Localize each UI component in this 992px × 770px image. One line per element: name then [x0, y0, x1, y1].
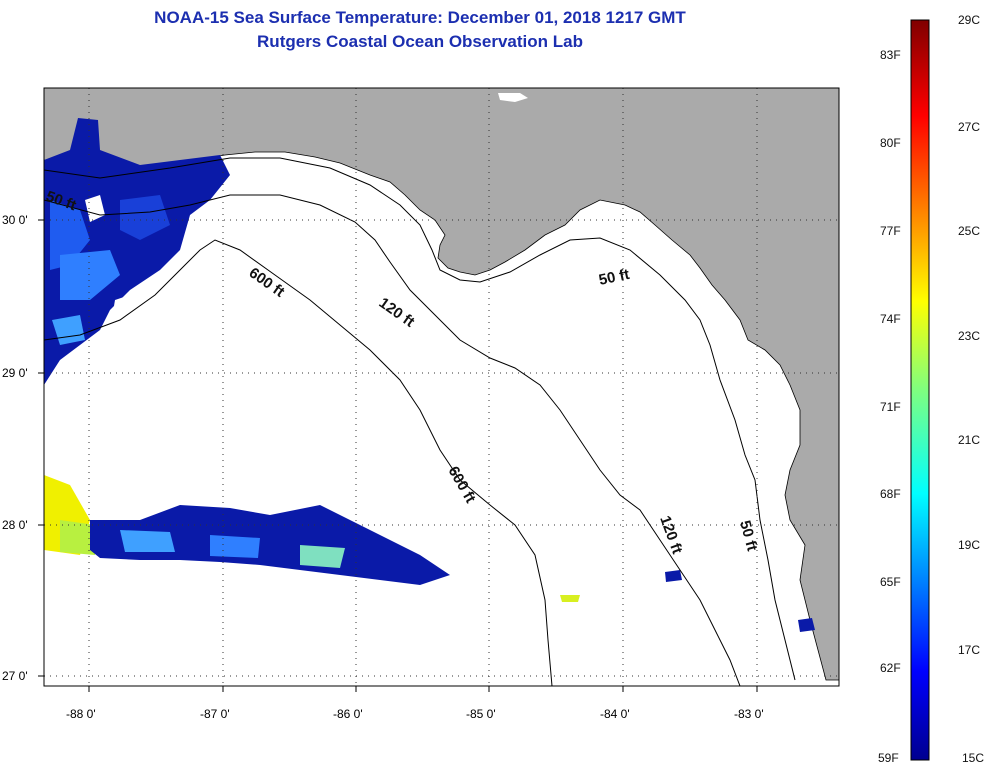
lon-label-85: -85 0' [466, 707, 496, 721]
land-white-lake [498, 93, 528, 102]
colorbar-f-68: 68F [880, 487, 901, 501]
sst-patch-south [44, 475, 815, 632]
graticule [44, 88, 839, 686]
contour-label-50ft-big-bend: 50 ft [597, 266, 631, 289]
map-subtitle: Rutgers Coastal Ocean Observation Lab [257, 32, 583, 51]
colorbar-f-83: 83F [880, 48, 901, 62]
lon-label-83: -83 0' [734, 707, 764, 721]
lon-label-88: -88 0' [66, 707, 96, 721]
sst-patch-northwest [44, 118, 230, 385]
contour-600ft [44, 239, 553, 686]
colorbar-f-62: 62F [880, 661, 901, 675]
colorbar-f-59: 59F [878, 751, 899, 765]
colorbar-c-25: 25C [958, 224, 980, 238]
colorbar-c-27: 27C [958, 120, 980, 134]
lon-label-87: -87 0' [200, 707, 230, 721]
colorbar-c-15: 15C [962, 751, 984, 765]
colorbar [910, 19, 930, 761]
contour-120ft [44, 194, 741, 686]
map-frame [43, 87, 840, 687]
colorbar-c-29: 29C [958, 13, 980, 27]
land-mass [44, 88, 839, 681]
lat-label-29: 29 0' [2, 366, 28, 380]
map-title: NOAA-15 Sea Surface Temperature: Decembe… [154, 8, 686, 27]
colorbar-c-23: 23C [958, 329, 980, 343]
lon-label-84: -84 0' [600, 707, 630, 721]
colorbar-c-19: 19C [958, 538, 980, 552]
colorbar-c-21: 21C [958, 433, 980, 447]
colorbar-f-74: 74F [880, 312, 901, 326]
contour-50ft [44, 157, 796, 681]
colorbar-c-17: 17C [958, 643, 980, 657]
lon-label-86: -86 0' [333, 707, 363, 721]
tick-marks [38, 219, 758, 692]
colorbar-f-77: 77F [880, 224, 901, 238]
lat-label-28: 28 0' [2, 518, 28, 532]
colorbar-f-71: 71F [880, 400, 901, 414]
colorbar-f-65: 65F [880, 575, 901, 589]
colorbar-f-80: 80F [880, 136, 901, 150]
lat-label-30: 30 0' [2, 213, 28, 227]
map-area: 50 ft 600 ft 120 ft 50 ft 600 ft 120 ft … [44, 88, 839, 686]
lat-label-27: 27 0' [2, 669, 28, 683]
